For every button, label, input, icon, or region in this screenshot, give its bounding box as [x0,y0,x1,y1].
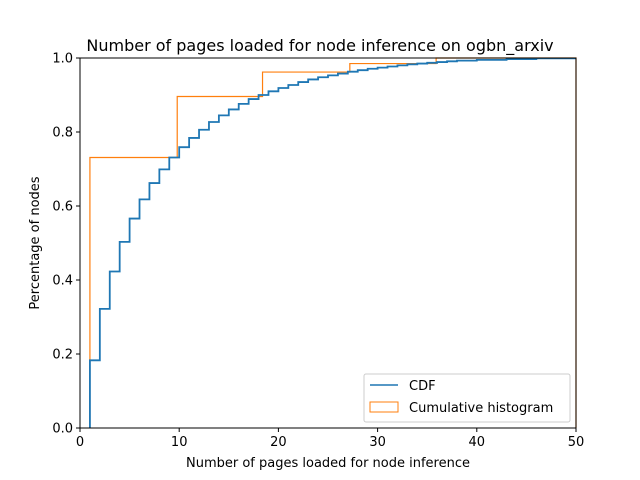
histogram-series [89,57,577,428]
chart-title: Number of pages loaded for node inferenc… [86,36,553,56]
y-axis-label: Percentage of nodes [28,176,43,309]
x-tick-label: 30 [369,435,386,450]
y-tick-label: 0.6 [52,200,73,215]
x-axis: 0 10 20 30 40 50 [76,428,584,450]
legend-label-histogram: Cumulative histogram [409,401,553,416]
legend-marker-histogram [369,401,399,413]
y-axis: 0.0 0.2 0.4 0.6 0.8 1.0 [52,52,80,437]
x-tick-label: 50 [568,435,585,450]
y-tick-label: 0.0 [52,422,73,437]
plot-area [89,57,577,428]
x-tick-label: 10 [171,435,188,450]
legend-label-cdf: CDF [409,379,436,394]
x-tick-label: 20 [270,435,287,450]
y-tick-label: 0.8 [52,126,73,141]
legend: CDF Cumulative histogram [363,373,571,423]
x-tick-label: 0 [76,435,84,450]
plot-frame [79,57,577,429]
y-tick-label: 0.2 [52,348,73,363]
y-tick-label: 0.4 [52,274,73,289]
legend-box [363,373,571,423]
x-tick-label: 40 [469,435,486,450]
x-axis-label: Number of pages loaded for node inferenc… [186,456,470,471]
y-tick-label: 1.0 [52,52,73,67]
cdf-series [89,57,576,428]
